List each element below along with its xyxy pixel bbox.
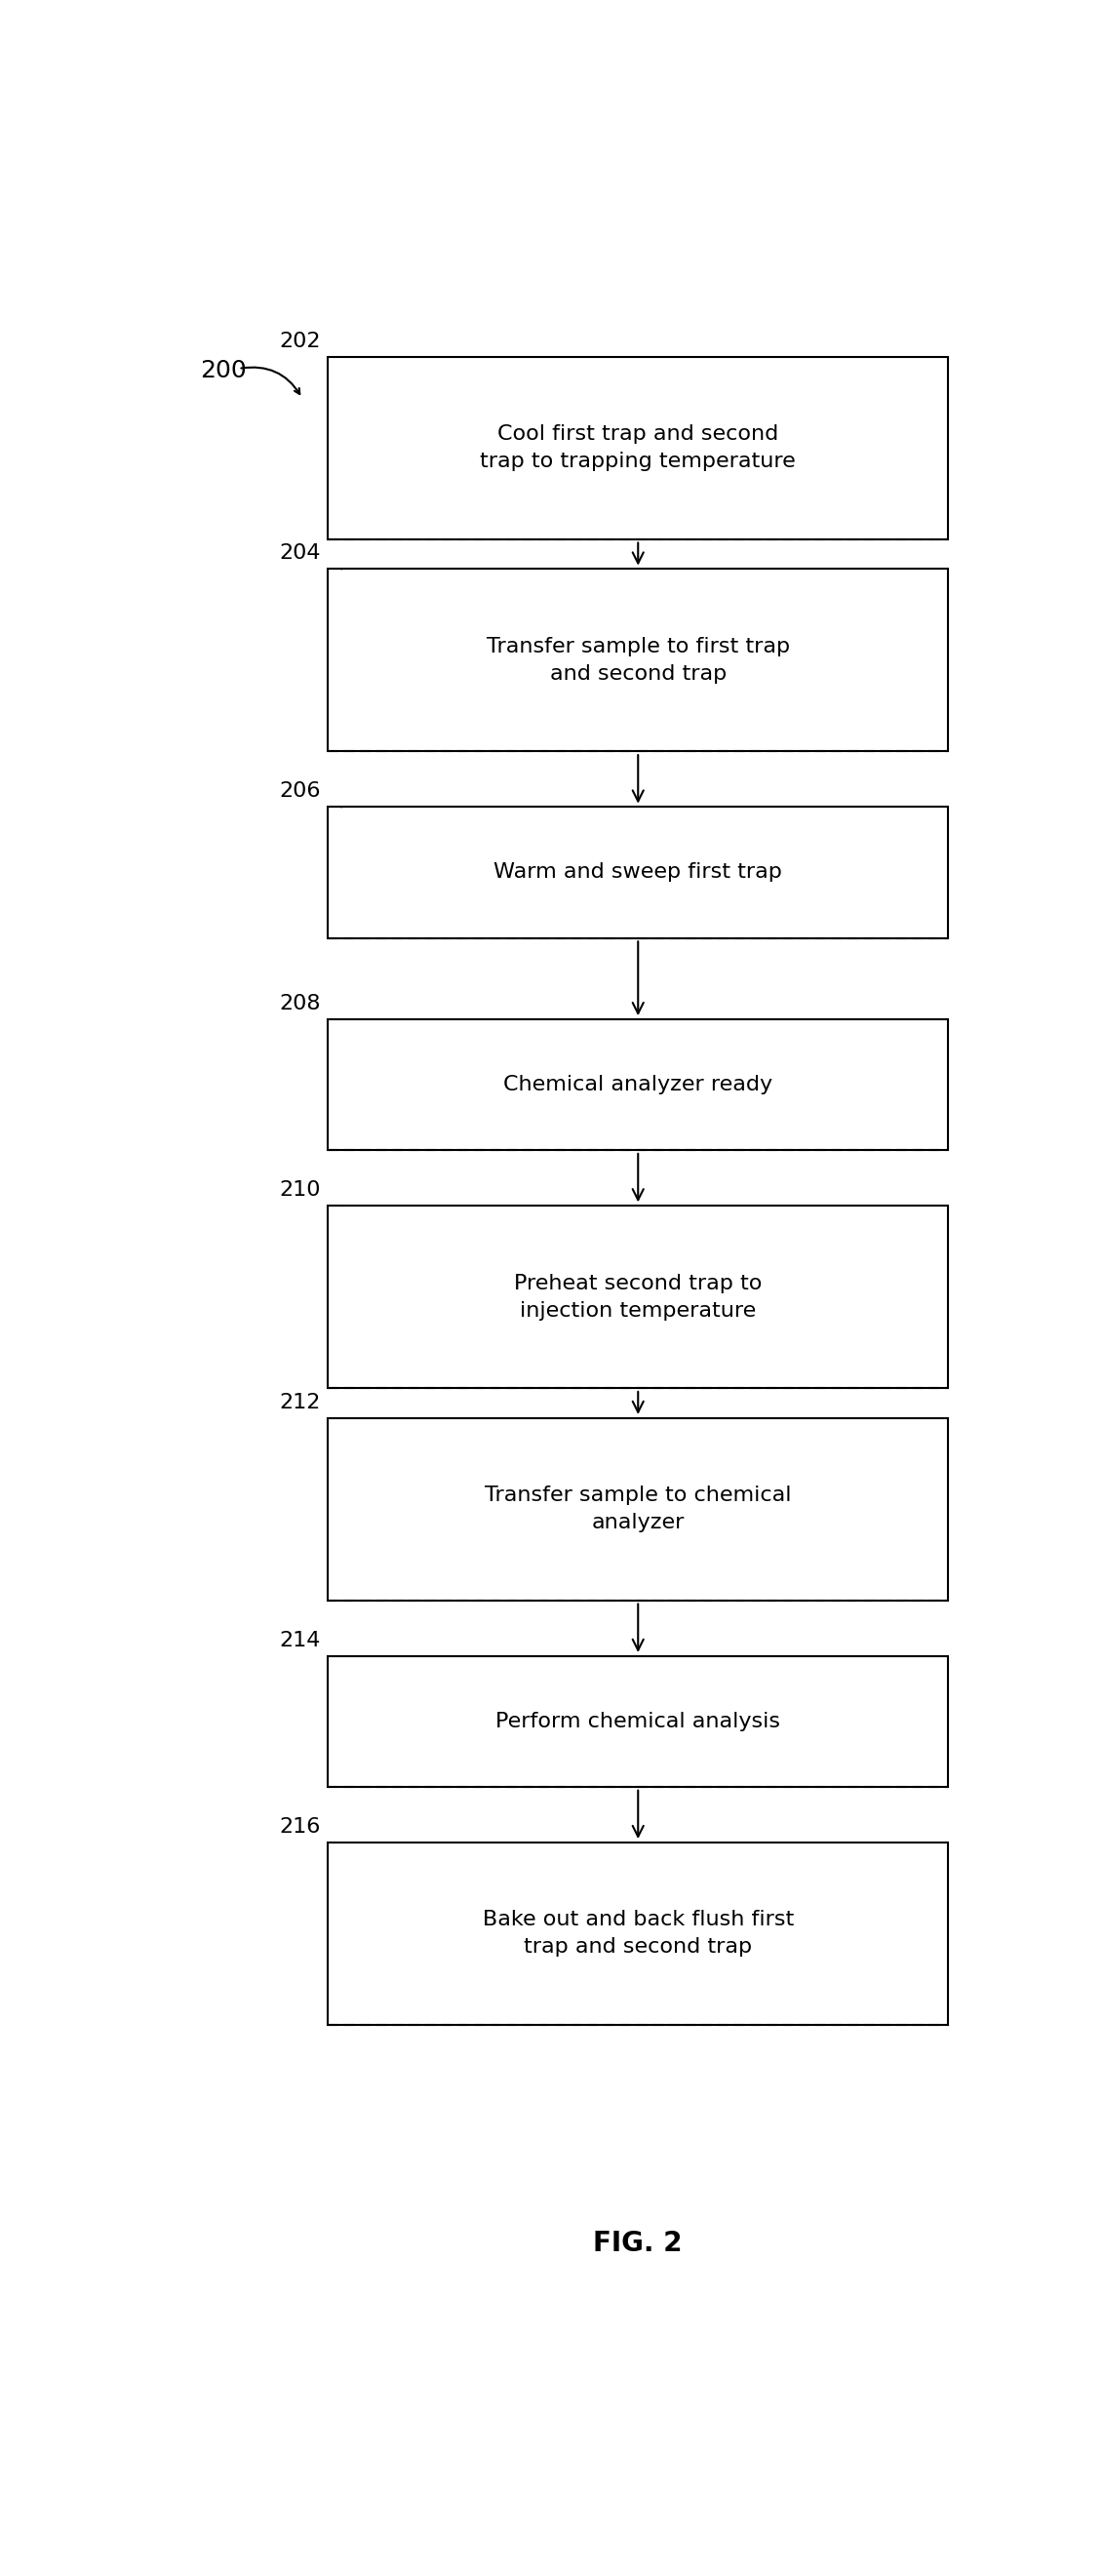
Text: Bake out and back flush first
trap and second trap: Bake out and back flush first trap and s… [482,1911,794,1958]
Text: FIG. 2: FIG. 2 [594,2228,682,2257]
Bar [328,1206,948,1388]
Text: 212: 212 [279,1394,320,1412]
Bar [328,1656,948,1788]
Text: Transfer sample to chemical
analyzer: Transfer sample to chemical analyzer [485,1486,792,1533]
Text: 200: 200 [200,358,247,381]
Text: 202: 202 [279,332,320,350]
Text: Chemical analyzer ready: Chemical analyzer ready [503,1074,773,1095]
Text: Cool first trap and second
trap to trapping temperature: Cool first trap and second trap to trapp… [480,425,796,471]
Text: 214: 214 [279,1631,320,1649]
Text: Preheat second trap to
injection temperature: Preheat second trap to injection tempera… [514,1273,762,1321]
Bar [328,1417,948,1600]
Text: 204: 204 [279,544,320,564]
Text: 216: 216 [279,1816,320,1837]
Text: 206: 206 [279,781,320,801]
Text: 208: 208 [279,994,320,1012]
Bar [328,355,948,538]
Text: 210: 210 [279,1180,320,1200]
Bar [328,1842,948,2025]
Bar [328,569,948,752]
Bar [328,806,948,938]
Text: Warm and sweep first trap: Warm and sweep first trap [493,863,783,881]
Text: Transfer sample to first trap
and second trap: Transfer sample to first trap and second… [487,636,789,683]
Bar [328,1020,948,1149]
Text: Perform chemical analysis: Perform chemical analysis [496,1710,781,1731]
